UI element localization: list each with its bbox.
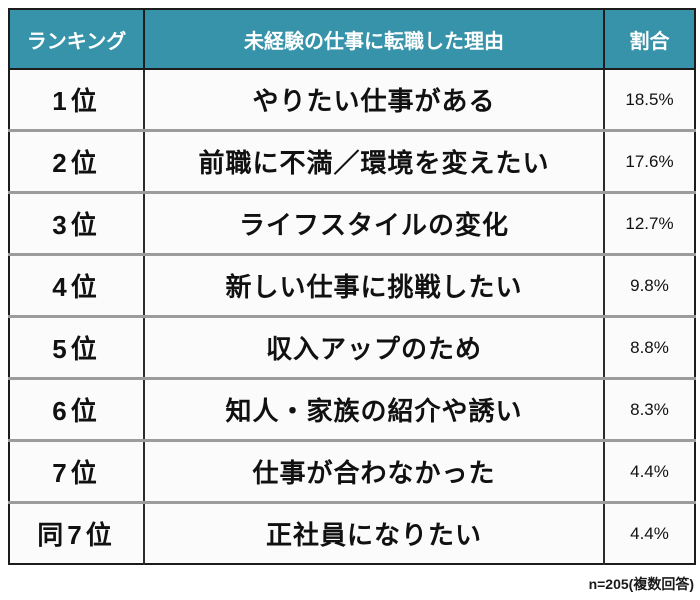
ranking-table: ランキング 未経験の仕事に転職した理由 割合 1位 やりたい仕事がある 18.5… bbox=[8, 8, 696, 565]
rank-cell: 6位 bbox=[9, 377, 144, 441]
reason-cell: 知人・家族の紹介や誘い bbox=[143, 377, 604, 441]
table-row: 1位 やりたい仕事がある 18.5% bbox=[9, 68, 695, 131]
reason-cell: 仕事が合わなかった bbox=[143, 439, 604, 503]
table-row: 2位 前職に不満／環境を変えたい 17.6% bbox=[9, 129, 695, 193]
share-cell: 9.8% bbox=[603, 253, 695, 317]
table-row: 3位 ライフスタイルの変化 12.7% bbox=[9, 191, 695, 255]
rank-cell: 2位 bbox=[9, 129, 144, 193]
share-cell: 4.4% bbox=[603, 501, 695, 564]
table-row: 6位 知人・家族の紹介や誘い 8.3% bbox=[9, 377, 695, 441]
sample-size-note: n=205(複数回答) bbox=[588, 576, 694, 592]
share-cell: 4.4% bbox=[603, 439, 695, 503]
reason-cell: 新しい仕事に挑戦したい bbox=[143, 253, 604, 317]
reason-cell: やりたい仕事がある bbox=[143, 68, 604, 131]
rank-cell: 同7位 bbox=[9, 501, 144, 564]
table-header: ランキング 未経験の仕事に転職した理由 割合 bbox=[9, 9, 695, 70]
header-share: 割合 bbox=[603, 9, 695, 70]
header-row: ランキング 未経験の仕事に転職した理由 割合 bbox=[9, 9, 695, 70]
header-rank: ランキング bbox=[9, 9, 144, 70]
share-cell: 18.5% bbox=[603, 68, 695, 131]
rank-cell: 7位 bbox=[9, 439, 144, 503]
reason-cell: 前職に不満／環境を変えたい bbox=[143, 129, 604, 193]
rank-cell: 5位 bbox=[9, 315, 144, 379]
table-body: 1位 やりたい仕事がある 18.5% 2位 前職に不満／環境を変えたい 17.6… bbox=[9, 68, 695, 564]
reason-cell: 正社員になりたい bbox=[143, 501, 604, 564]
share-cell: 17.6% bbox=[603, 129, 695, 193]
table-row: 7位 仕事が合わなかった 4.4% bbox=[9, 439, 695, 503]
share-cell: 8.3% bbox=[603, 377, 695, 441]
share-cell: 12.7% bbox=[603, 191, 695, 255]
reason-cell: ライフスタイルの変化 bbox=[143, 191, 604, 255]
header-reason: 未経験の仕事に転職した理由 bbox=[143, 9, 604, 70]
table-row: 4位 新しい仕事に挑戦したい 9.8% bbox=[9, 253, 695, 317]
rank-cell: 3位 bbox=[9, 191, 144, 255]
rank-cell: 1位 bbox=[9, 68, 144, 131]
share-cell: 8.8% bbox=[603, 315, 695, 379]
table-row: 5位 収入アップのため 8.8% bbox=[9, 315, 695, 379]
reason-cell: 収入アップのため bbox=[143, 315, 604, 379]
table-row: 同7位 正社員になりたい 4.4% bbox=[9, 501, 695, 564]
rank-cell: 4位 bbox=[9, 253, 144, 317]
